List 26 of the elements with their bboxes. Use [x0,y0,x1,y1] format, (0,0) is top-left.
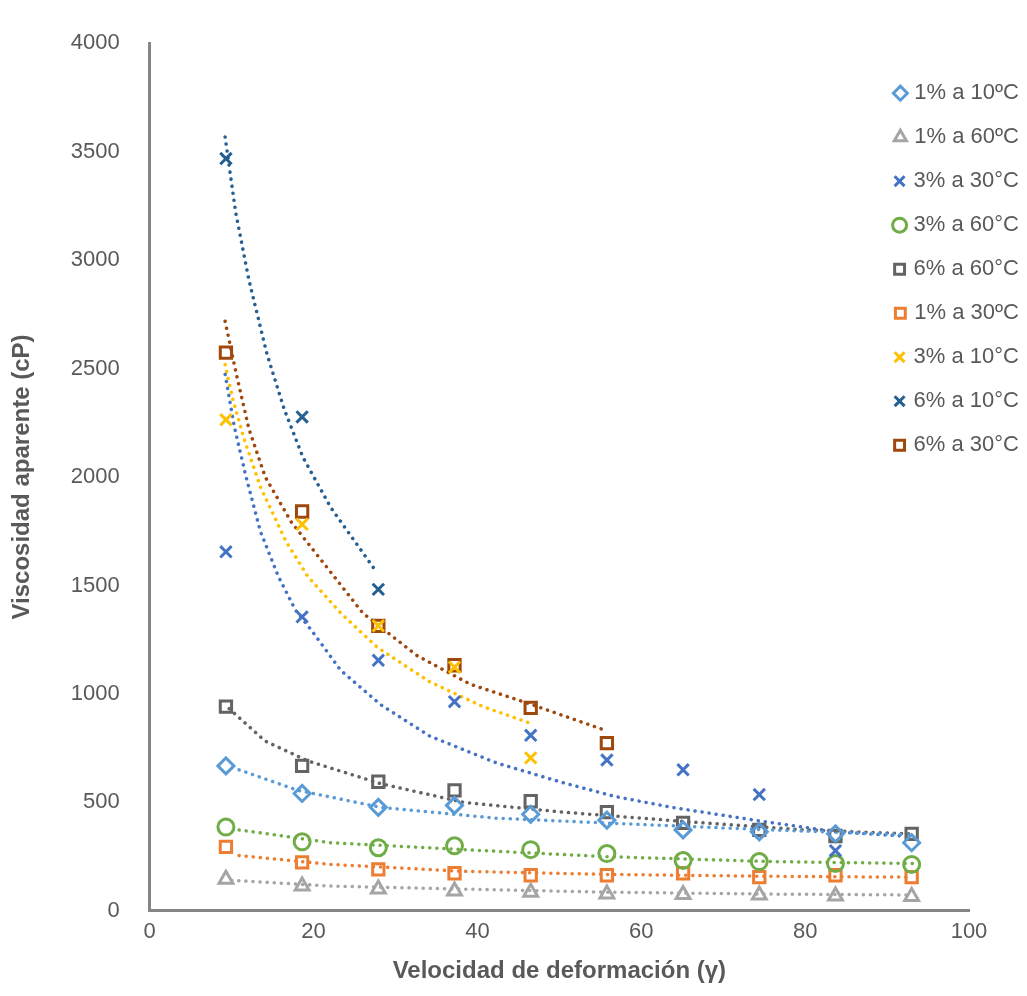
x-tick-label: 0 [143,918,156,944]
y-tick-label: 3500 [70,137,120,163]
x-tick-label: 80 [792,918,818,944]
y-tick-label: 3000 [70,246,120,272]
legend-label: 3% a 60°C [913,211,1020,237]
legend-label: 6% a 60°C [913,255,1020,281]
y-tick-label: 500 [83,788,120,814]
legend-label: 1% a 10ºC [914,79,1020,105]
x-tick-label: 40 [465,918,490,944]
y-tick-label: 2500 [70,354,120,380]
x-tick-label: 20 [301,918,326,944]
x-tick-label: 60 [629,918,654,944]
legend-label: 1% a 30ºC [914,299,1020,325]
y-tick-label: 1000 [70,679,120,705]
legend-label: 6% a 30°C [913,431,1020,457]
x-tick-label: 100 [950,918,988,944]
legend-label: 6% a 10°C [913,387,1020,413]
y-tick-label: 0 [107,896,120,922]
x-axis-title: Velocidad de deformación (γ) [392,956,727,984]
y-tick-label: 4000 [70,29,120,55]
y-tick-label: 1500 [70,571,120,597]
y-tick-label: 2000 [70,463,120,489]
legend-label: 3% a 10°C [913,343,1020,369]
y-axis-title: Viscosidad aparente (cP) [7,334,35,620]
legend-label: 1% a 60ºC [914,123,1020,149]
legend-label: 3% a 30°C [913,167,1020,193]
